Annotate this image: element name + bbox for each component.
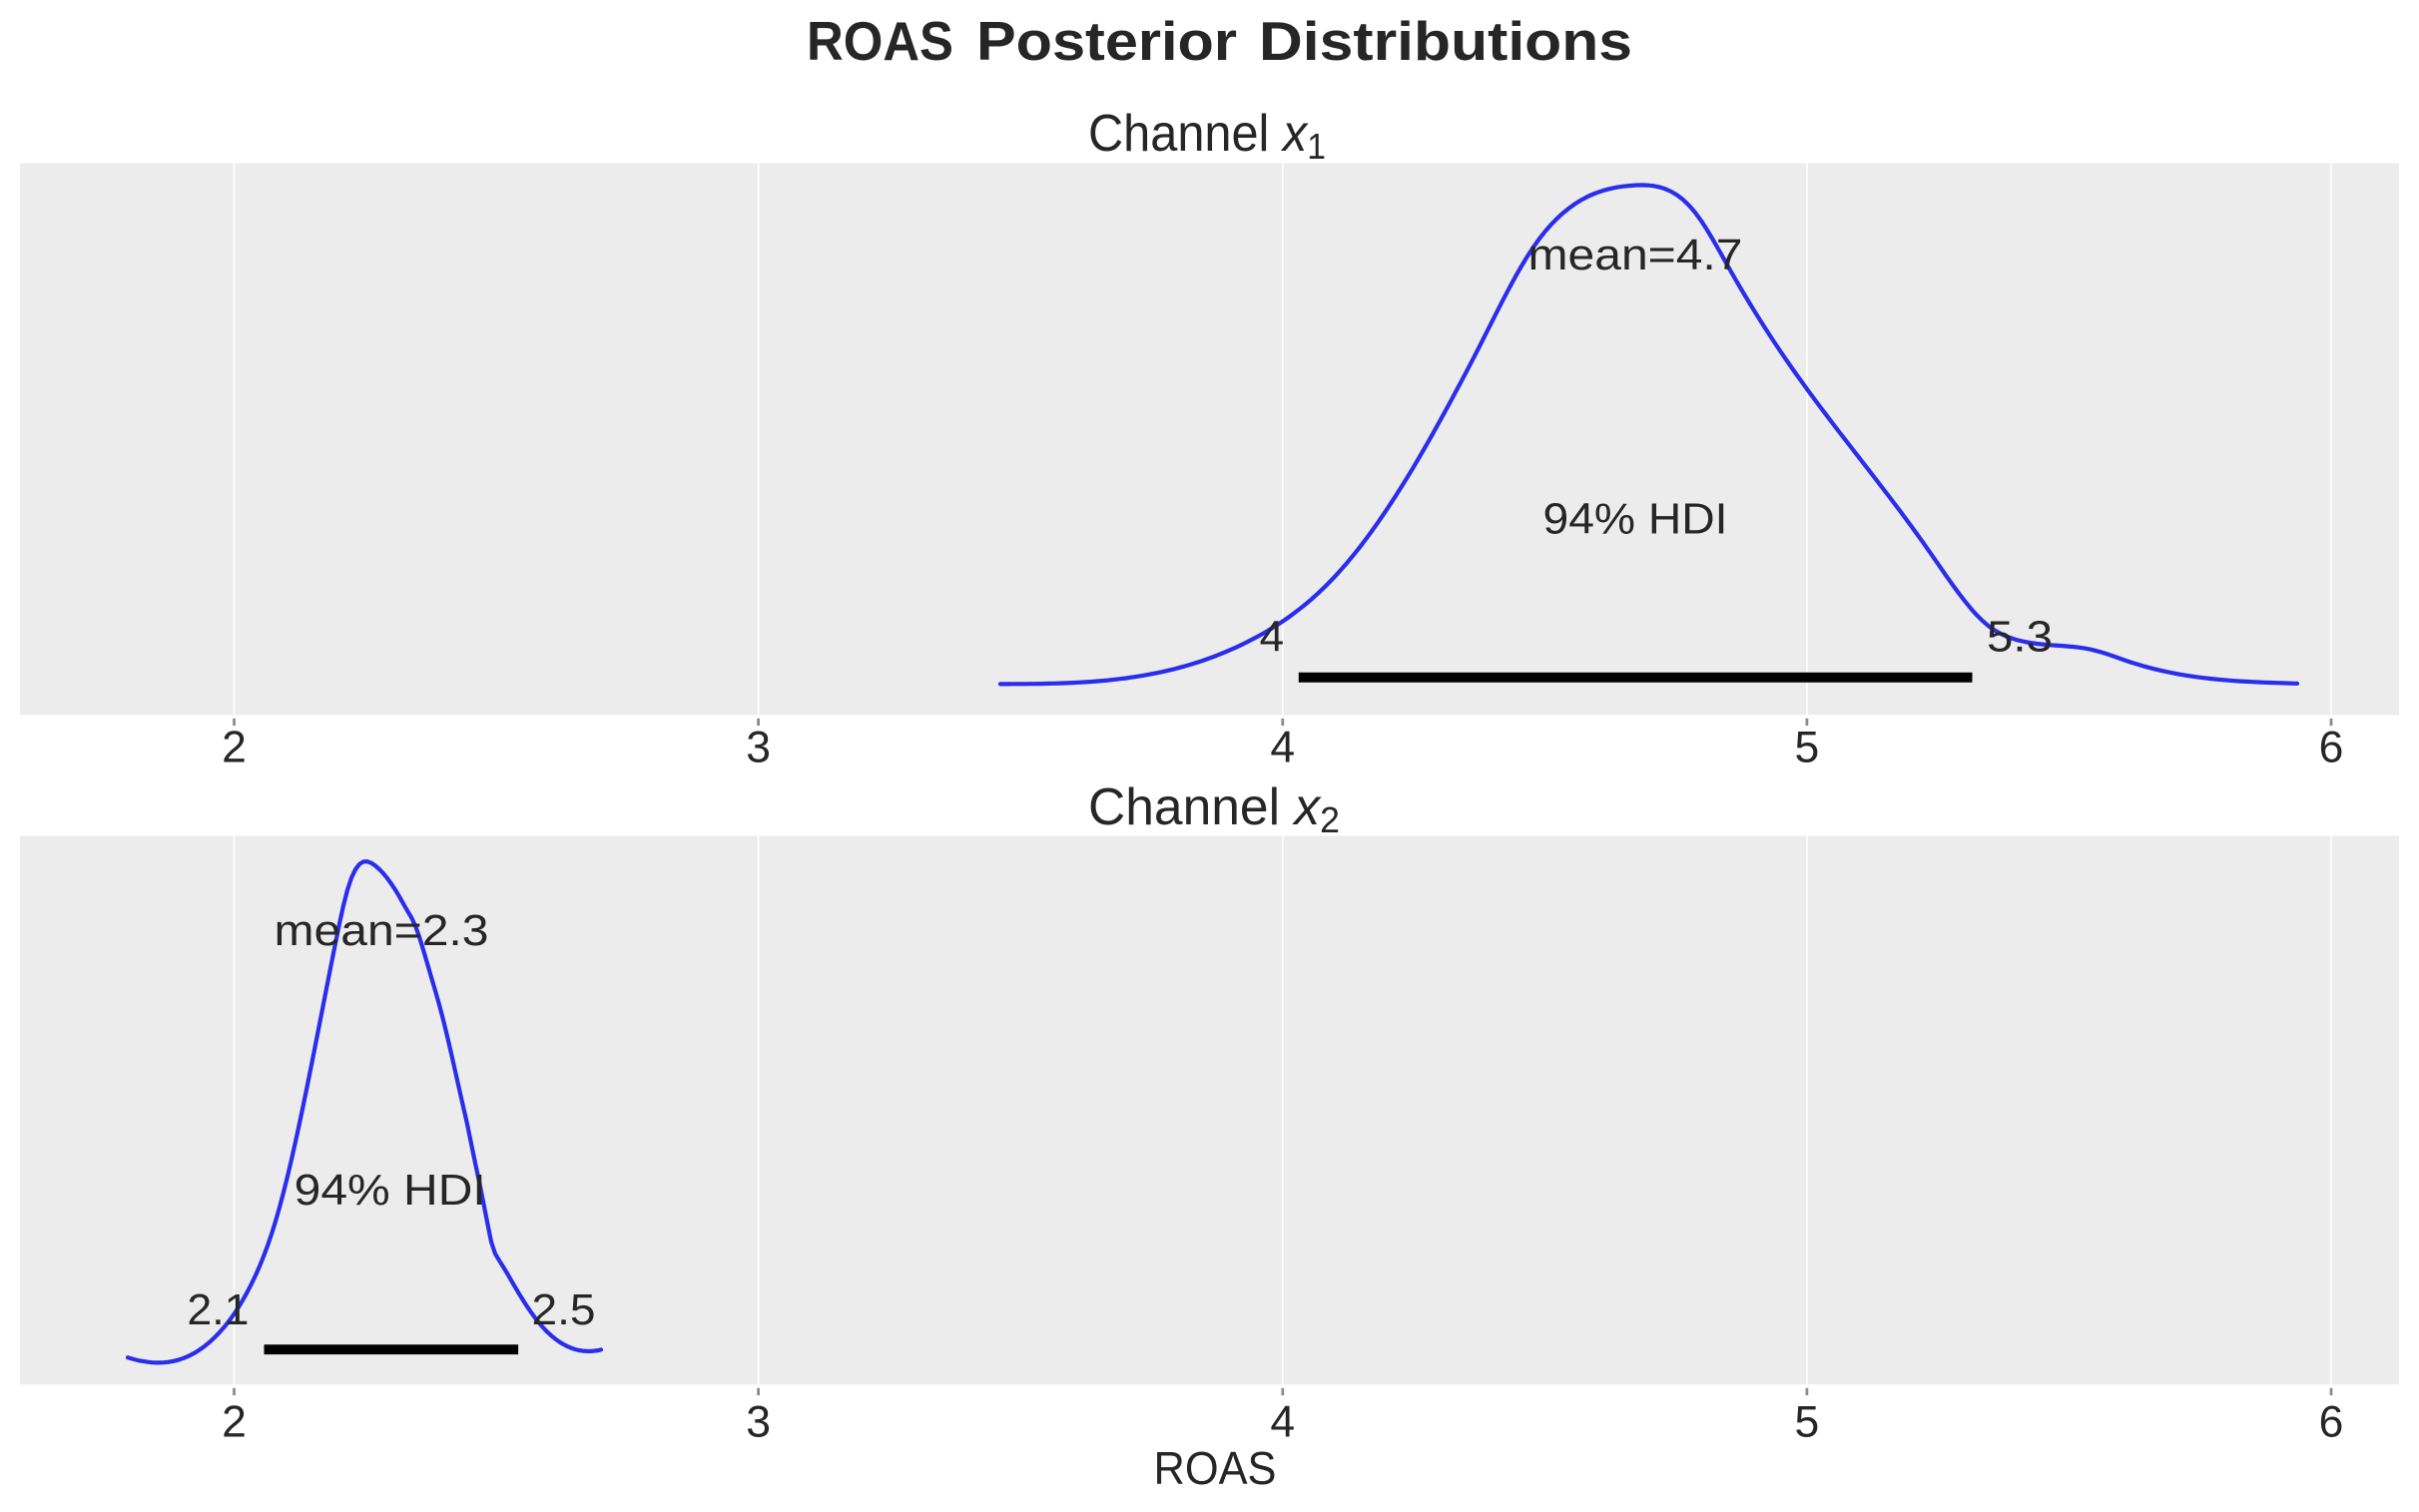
svg-text:2: 2 — [222, 1397, 247, 1446]
svg-text:2.1: 2.1 — [187, 1285, 249, 1334]
svg-text:mean=2.3: mean=2.3 — [275, 906, 489, 955]
svg-text:6: 6 — [2319, 1397, 2344, 1446]
svg-text:2.5: 2.5 — [532, 1285, 596, 1334]
svg-text:3: 3 — [746, 723, 771, 771]
svg-text:mean=4.7: mean=4.7 — [1528, 231, 1743, 279]
svg-text:Posterior: Posterior — [976, 10, 1237, 72]
svg-text:6: 6 — [2319, 723, 2344, 771]
svg-text:94% HDI: 94% HDI — [1543, 494, 1728, 543]
svg-text:ROAS: ROAS — [1154, 1442, 1277, 1494]
svg-text:Distributions: Distributions — [1259, 10, 1632, 72]
svg-text:3: 3 — [746, 1397, 771, 1446]
svg-text:94% HDI: 94% HDI — [295, 1166, 486, 1215]
svg-text:Channel x2: Channel x2 — [1088, 778, 1340, 840]
svg-text:4: 4 — [1270, 723, 1295, 771]
svg-text:2: 2 — [222, 723, 247, 771]
svg-text:ROAS: ROAS — [807, 10, 953, 72]
svg-text:4: 4 — [1270, 1397, 1295, 1446]
svg-text:5: 5 — [1795, 1397, 1820, 1446]
svg-text:5.3: 5.3 — [1987, 612, 2053, 661]
svg-text:5: 5 — [1795, 723, 1820, 771]
svg-text:4: 4 — [1260, 612, 1284, 661]
svg-text:Channel x1: Channel x1 — [1088, 105, 1326, 167]
